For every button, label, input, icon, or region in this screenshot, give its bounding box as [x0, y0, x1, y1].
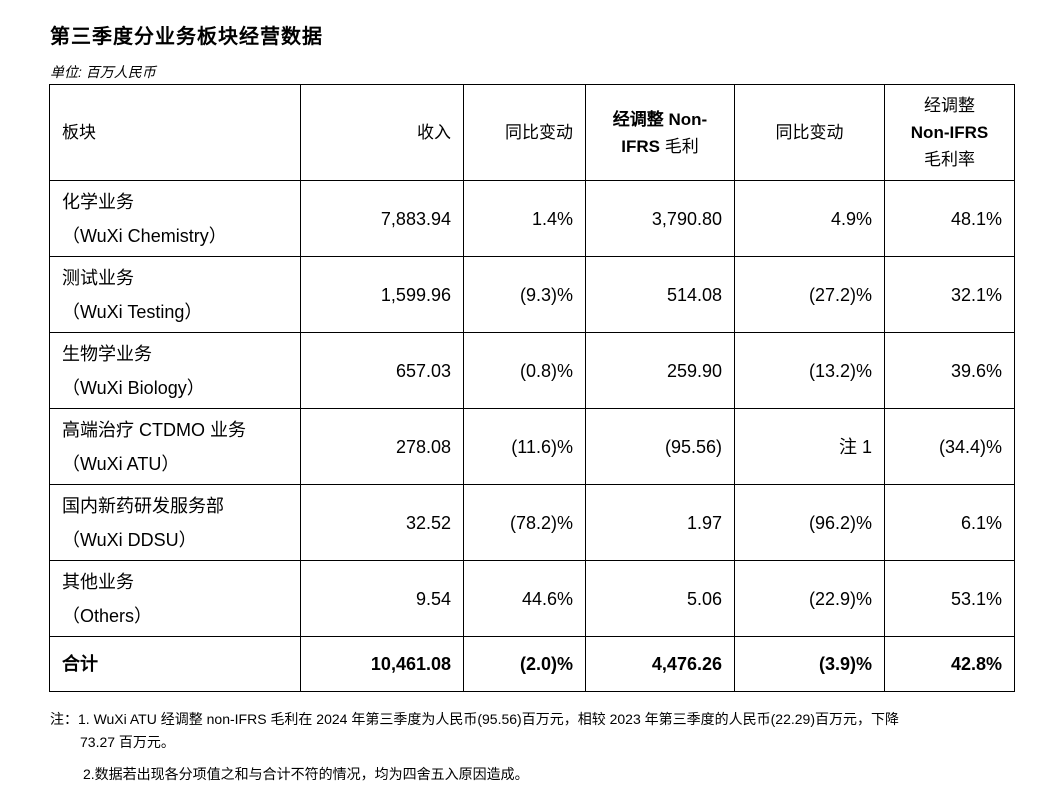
gross-margin-cell: 48.1% — [884, 180, 1015, 257]
yoy-revenue-cell: (78.2)% — [463, 484, 586, 561]
yoy-revenue-cell: (11.6)% — [463, 408, 586, 485]
gross-margin-cell: (34.4)% — [884, 408, 1015, 485]
gross-profit-cell: 514.08 — [585, 256, 735, 333]
segment-cell: 测试业务 （WuXi Testing） — [49, 256, 301, 333]
yoy-gross-profit-cell: (96.2)% — [734, 484, 885, 561]
total-gross-margin: 42.8% — [884, 636, 1015, 692]
table-total-row: 合计 10,461.08 (2.0)% 4,476.26 (3.9)% 42.8… — [49, 636, 1015, 692]
total-label: 合计 — [49, 636, 301, 692]
total-yoy-gross-profit: (3.9)% — [734, 636, 885, 692]
segment-cell: 高端治疗 CTDMO 业务 （WuXi ATU） — [49, 408, 301, 485]
yoy-revenue-cell: 44.6% — [463, 560, 586, 637]
header-gross-margin-line1: 经调整 — [924, 96, 975, 115]
gross-profit-cell: 259.90 — [585, 332, 735, 409]
table-row: 高端治疗 CTDMO 业务 （WuXi ATU） 278.08 (11.6)% (… — [49, 408, 1015, 485]
header-yoy-gross-profit: 同比变动 — [734, 84, 885, 181]
segment-table: 板块 收入 同比变动 经调整 Non- IFRS 毛利 同比变动 经调整 Non… — [49, 84, 1015, 692]
total-yoy-revenue: (2.0)% — [463, 636, 586, 692]
segment-cn: 国内新药研发服务部 — [62, 495, 224, 516]
revenue-cell: 1,599.96 — [300, 256, 464, 333]
segment-en: （WuXi Testing） — [62, 301, 203, 322]
segment-cn: 高端治疗 CTDMO 业务 — [62, 419, 246, 440]
segment-en: （WuXi DDSU） — [62, 529, 197, 550]
table-row: 化学业务 （WuXi Chemistry） 7,883.94 1.4% 3,790… — [49, 180, 1015, 257]
segment-cn: 测试业务 — [62, 267, 134, 288]
header-gross-profit-line1: 经调整 Non- — [612, 109, 708, 129]
yoy-revenue-cell: (0.8)% — [463, 332, 586, 409]
table-row: 生物学业务 （WuXi Biology） 657.03 (0.8)% 259.90… — [49, 332, 1015, 409]
yoy-revenue-cell: 1.4% — [463, 180, 586, 257]
header-segment: 板块 — [49, 84, 301, 181]
segment-cn: 其他业务 — [62, 571, 134, 592]
footnote-2: 2.数据若出现各分项值之和与合计不符的情况，均为四舍五入原因造成。 — [83, 766, 529, 782]
yoy-gross-profit-cell: (27.2)% — [734, 256, 885, 333]
total-gross-profit: 4,476.26 — [585, 636, 735, 692]
segment-en: （Others） — [62, 605, 153, 626]
revenue-cell: 7,883.94 — [300, 180, 464, 257]
gross-profit-cell: 5.06 — [585, 560, 735, 637]
segment-en: （WuXi ATU） — [62, 453, 180, 474]
segment-en: （WuXi Chemistry） — [62, 225, 227, 246]
gross-margin-cell: 32.1% — [884, 256, 1015, 333]
total-revenue: 10,461.08 — [300, 636, 464, 692]
segment-cell: 生物学业务 （WuXi Biology） — [49, 332, 301, 409]
revenue-cell: 9.54 — [300, 560, 464, 637]
segment-cn: 生物学业务 — [62, 343, 152, 364]
segment-cn: 化学业务 — [62, 191, 134, 212]
revenue-cell: 278.08 — [300, 408, 464, 485]
segment-cell: 国内新药研发服务部 （WuXi DDSU） — [49, 484, 301, 561]
table-row: 国内新药研发服务部 （WuXi DDSU） 32.52 (78.2)% 1.97 … — [49, 484, 1015, 561]
gross-profit-cell: 3,790.80 — [585, 180, 735, 257]
yoy-gross-profit-cell: (22.9)% — [734, 560, 885, 637]
revenue-cell: 32.52 — [300, 484, 464, 561]
gross-margin-cell: 53.1% — [884, 560, 1015, 637]
yoy-gross-profit-cell: 4.9% — [734, 180, 885, 257]
header-gross-profit-line2b: 毛利 — [664, 136, 699, 156]
gross-margin-cell: 6.1% — [884, 484, 1015, 561]
table-row: 测试业务 （WuXi Testing） 1,599.96 (9.3)% 514.0… — [49, 256, 1015, 333]
footnote-1-line-2: 73.27 百万元。 — [80, 734, 175, 750]
header-gross-margin-line3: 毛利率 — [924, 150, 975, 169]
revenue-cell: 657.03 — [300, 332, 464, 409]
segment-cell: 其他业务 （Others） — [49, 560, 301, 637]
unit-label: 单位: 百万人民币 — [50, 64, 156, 80]
footnote-1-line-1: 注：1. WuXi ATU 经调整 non-IFRS 毛利在 2024 年第三季… — [50, 711, 899, 727]
header-gross-margin-line2: Non-IFRS — [910, 123, 989, 142]
gross-margin-cell: 39.6% — [884, 332, 1015, 409]
header-yoy-revenue: 同比变动 — [463, 84, 586, 181]
header-revenue: 收入 — [300, 84, 464, 181]
table-header-row: 板块 收入 同比变动 经调整 Non- IFRS 毛利 同比变动 经调整 Non… — [49, 84, 1015, 181]
gross-profit-cell: (95.56) — [585, 408, 735, 485]
header-gross-margin: 经调整 Non-IFRS 毛利率 — [884, 84, 1015, 181]
segment-en: （WuXi Biology） — [62, 377, 205, 398]
segment-cell: 化学业务 （WuXi Chemistry） — [49, 180, 301, 257]
gross-profit-cell: 1.97 — [585, 484, 735, 561]
yoy-gross-profit-cell: 注 1 — [734, 408, 885, 485]
header-gross-profit-line2a: IFRS — [621, 136, 660, 156]
yoy-revenue-cell: (9.3)% — [463, 256, 586, 333]
header-gross-profit: 经调整 Non- IFRS 毛利 — [585, 84, 735, 181]
yoy-gross-profit-cell: (13.2)% — [734, 332, 885, 409]
page-title: 第三季度分业务板块经营数据 — [50, 26, 323, 48]
table-row: 其他业务 （Others） 9.54 44.6% 5.06 (22.9)% 53.… — [49, 560, 1015, 637]
